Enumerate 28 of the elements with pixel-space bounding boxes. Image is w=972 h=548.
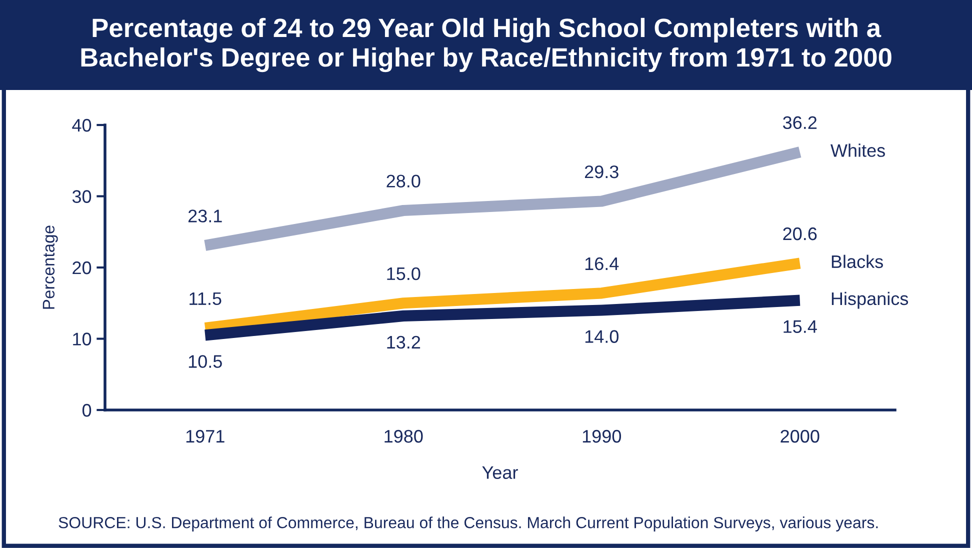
x-tick-label: 1971: [186, 430, 224, 443]
series-label: Blacks: [832, 254, 883, 268]
data-label: 15.0: [387, 267, 420, 280]
x-tick-label: 1990: [582, 430, 622, 443]
y-tick-label: 0: [82, 404, 92, 417]
y-axis-title: Percentage: [42, 226, 58, 309]
data-label: 11.5: [190, 292, 222, 306]
data-label: 13.2: [387, 336, 420, 349]
series-label: Hispanics: [832, 292, 908, 309]
data-label: 20.6: [783, 227, 817, 240]
source-note: SOURCE: U.S. Department of Commerce, Bureau of the Census. March Current Population Surveys, various years.: [58, 516, 878, 532]
data-label: 15.4: [784, 320, 817, 333]
y-tick-label: 40: [72, 118, 92, 132]
y-tick-label: 10: [73, 332, 92, 346]
series-label: Whites: [830, 144, 885, 157]
data-label: 29.3: [584, 165, 618, 178]
data-label: 10.5: [188, 355, 222, 368]
data-label: 23.1: [188, 210, 222, 222]
x-axis-title: Year: [482, 466, 518, 479]
data-label: 16.4: [585, 257, 619, 270]
y-tick-label: 30: [72, 190, 92, 203]
data-label: 28.0: [386, 174, 420, 188]
y-tick-label: 20: [72, 261, 92, 274]
data-label: 14.0: [585, 330, 618, 343]
x-tick-label: 1980: [384, 430, 423, 443]
x-tick-label: 2000: [780, 430, 820, 443]
chart-title: Percentage of 24 to 29 Year Old High School Completers with a Bachelor's Degree or Higher by Race/Ethnicity from 1971 to 2000: [81, 18, 892, 72]
data-label: 36.2: [783, 116, 817, 130]
